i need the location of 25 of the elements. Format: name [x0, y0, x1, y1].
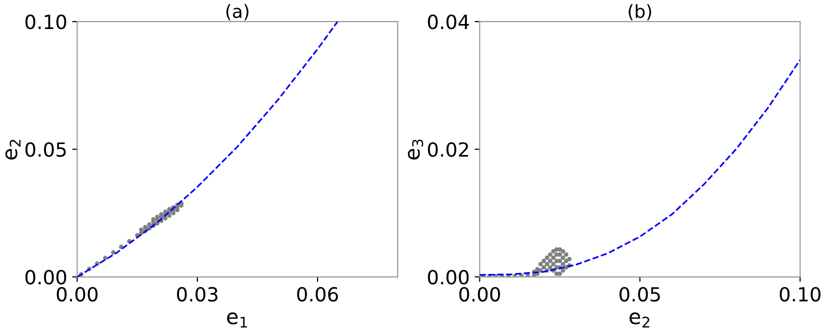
x-axis-title: e$_{1}$ — [227, 312, 247, 328]
point — [111, 250, 116, 255]
x-tick-label: 0.03 — [176, 286, 218, 302]
x-tick-label: 0.06 — [297, 286, 338, 302]
point — [139, 227, 144, 232]
y-tick-label: 0.00 — [428, 270, 469, 285]
chart-title: (b) — [628, 4, 652, 20]
x-axis-title: e$_{2}$ — [630, 312, 650, 328]
x-tick-label: 0.00 — [459, 286, 500, 302]
y-tick-label: 0.10 — [25, 14, 66, 30]
x-tick-label: 0.05 — [620, 286, 660, 302]
x-tick-label: 0.00 — [56, 286, 98, 302]
point — [167, 213, 172, 218]
chart-title: (a) — [226, 4, 248, 20]
y-axis-title: e$_{2}$ — [5, 140, 20, 160]
point — [163, 216, 168, 220]
y-tick-label: 0.05 — [25, 142, 66, 157]
point — [103, 256, 108, 260]
point — [147, 222, 152, 227]
y-tick-label: 0.00 — [25, 270, 66, 285]
y-tick-label: 0.04 — [428, 14, 469, 30]
point — [143, 224, 148, 230]
y-axis-title: e$_{3}$ — [408, 140, 424, 160]
x-tick-label: 0.10 — [780, 286, 820, 302]
y-tick-label: 0.02 — [428, 142, 468, 157]
